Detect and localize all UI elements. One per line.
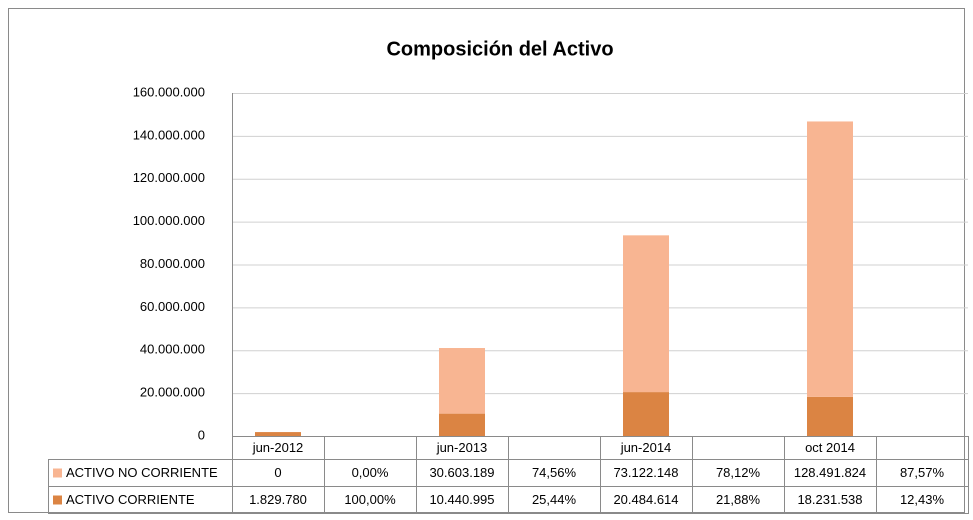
- data-label: 73.122.148: [613, 465, 678, 480]
- data-label: 128.491.824: [794, 465, 866, 480]
- data-label: 12,43%: [900, 492, 945, 507]
- data-label: 25,44%: [532, 492, 577, 507]
- bar: [807, 396, 853, 436]
- y-tick-label: 0: [198, 427, 205, 442]
- data-label: 21,88%: [716, 492, 761, 507]
- data-label: 87,57%: [900, 465, 945, 480]
- y-tick-label: 140.000.000: [133, 127, 205, 142]
- bar: [807, 121, 853, 397]
- data-label: 74,56%: [532, 465, 577, 480]
- x-tick-label: jun-2014: [620, 440, 672, 455]
- bar: [623, 392, 669, 436]
- data-label: 30.603.189: [429, 465, 494, 480]
- legend-label: ACTIVO NO CORRIENTE: [66, 465, 218, 480]
- data-label: 78,12%: [716, 465, 761, 480]
- x-tick-label: jun-2013: [436, 440, 488, 455]
- data-label: 100,00%: [344, 492, 396, 507]
- y-tick-label: 60.000.000: [140, 299, 205, 314]
- legend-swatch: [53, 495, 62, 505]
- y-tick-label: 100.000.000: [133, 213, 205, 228]
- y-tick-label: 40.000.000: [140, 342, 205, 357]
- chart-border: [8, 8, 965, 513]
- legend-label: ACTIVO CORRIENTE: [66, 492, 195, 507]
- data-label: 20.484.614: [613, 492, 678, 507]
- x-tick-label: jun-2012: [252, 440, 304, 455]
- table-cell: [48, 486, 233, 514]
- bar: [439, 413, 485, 436]
- data-label: 10.440.995: [429, 492, 494, 507]
- y-tick-label: 20.000.000: [140, 385, 205, 400]
- table-cell: [876, 486, 969, 514]
- data-label: 1.829.780: [249, 492, 307, 507]
- data-label: 18.231.538: [797, 492, 862, 507]
- x-tick-label: oct 2014: [805, 440, 855, 455]
- chart-title: Composición del Activo: [386, 38, 613, 60]
- legend-swatch: [53, 468, 62, 478]
- y-tick-label: 120.000.000: [133, 170, 205, 185]
- bar: [439, 348, 485, 414]
- data-label: 0: [274, 465, 281, 480]
- y-tick-label: 80.000.000: [140, 256, 205, 271]
- data-label: 0,00%: [352, 465, 389, 480]
- bar: [623, 235, 669, 393]
- bar: [255, 432, 301, 436]
- y-tick-label: 160.000.000: [133, 84, 205, 99]
